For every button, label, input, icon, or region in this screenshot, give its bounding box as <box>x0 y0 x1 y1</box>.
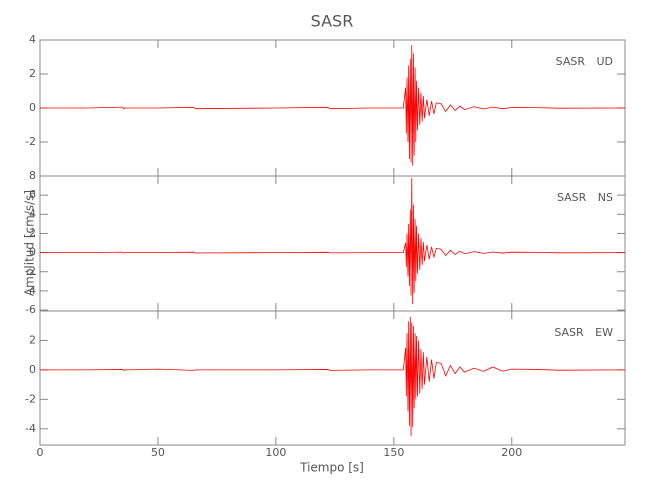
panel-label: SASR EW <box>554 326 613 339</box>
y-axis-label: Amplitud [cm/s/s] <box>23 190 37 296</box>
x-tick-label: 150 <box>383 446 404 459</box>
y-tick-label: 0 <box>29 246 36 259</box>
panel-label: SASR NS <box>557 191 613 204</box>
x-axis-label: Tiempo [s] <box>299 461 364 475</box>
x-tick-label: 100 <box>265 446 286 459</box>
chart-title: SASR <box>311 12 354 31</box>
waveform <box>40 177 626 305</box>
y-tick-label: 4 <box>29 33 36 46</box>
y-tick-label: 0 <box>29 101 36 114</box>
y-tick-label: -6 <box>25 303 36 316</box>
y-tick-label: 4 <box>29 207 36 220</box>
y-tick-label: 8 <box>29 169 36 182</box>
y-tick-label: -4 <box>25 422 36 435</box>
waveform <box>40 45 626 166</box>
panel-frame <box>39 175 626 312</box>
y-tick-label: -2 <box>25 265 36 278</box>
y-tick-label: 2 <box>29 226 36 239</box>
y-tick-label: -2 <box>25 135 36 148</box>
x-tick-label: 50 <box>151 446 165 459</box>
panel-label: SASR UD <box>556 55 613 68</box>
y-tick-label: 2 <box>29 67 36 80</box>
x-tick-label: 200 <box>501 446 522 459</box>
y-tick-label: -2 <box>25 392 36 405</box>
y-tick-label: -4 <box>25 284 36 297</box>
y-tick-label: 6 <box>29 188 36 201</box>
y-tick-label: 2 <box>29 333 36 346</box>
waveform <box>40 316 626 437</box>
y-tick-label: 0 <box>29 363 36 376</box>
x-tick-label: 0 <box>37 446 44 459</box>
panel-frame <box>39 310 626 446</box>
